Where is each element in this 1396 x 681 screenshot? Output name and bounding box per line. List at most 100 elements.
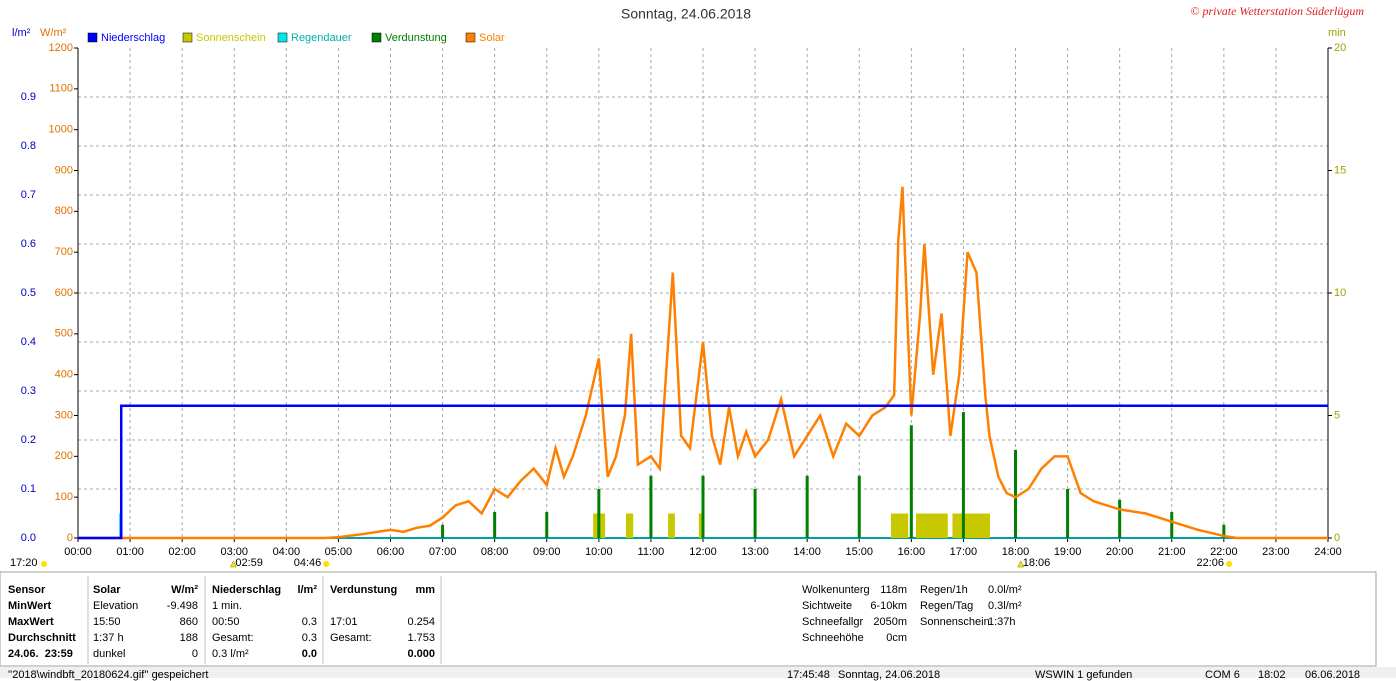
stat-text: 1 min. [212,600,242,612]
block-unit: l/m² [297,584,317,596]
stat-text: 860 [179,616,198,628]
y2-tick-label: 5 [1334,409,1340,421]
impulse-bar [597,489,601,538]
y-tick-label: 0.3 [21,385,36,397]
legend-label: Solar [479,32,505,44]
stat-text: Schneefallgr [802,616,864,628]
block-title: Verdunstung [330,584,398,596]
y-tick-label: 0.1 [21,483,36,495]
x-tick-label: 06:00 [377,546,405,558]
stat-text: Sichtweite [802,600,853,612]
stat-text: 188 [179,632,198,644]
stat-text: 118m [880,584,907,596]
status-text: 06.06.2018 [1305,669,1361,681]
x-tick-label: 19:00 [1054,546,1082,558]
duration-bar [916,513,948,538]
y-tick-label: 0.7 [21,189,36,201]
y-tick-label: 0.9 [21,91,36,103]
y-tick-label: 0.6 [21,238,36,250]
copyright: © private Wetterstation Süderlügum [1190,4,1364,18]
y2-tick-label: 0 [1334,532,1340,544]
stat-text: Gesamt: [212,632,254,644]
duration-bar [625,513,634,538]
series-line [78,186,1328,540]
sensor-label: 24.06. 23:59 [8,648,73,660]
status-text: 17:45:48 [787,669,830,681]
sun-marker [1017,560,1025,568]
stat-text: 0.3l/m² [988,600,1022,612]
impulse-bar [961,412,965,538]
sensor-label: MinWert [8,600,52,612]
impulse-bar [909,425,913,538]
x-tick-label: 22:00 [1210,546,1238,558]
legend-label: Verdunstung [385,32,447,44]
x-tick-label: 14:00 [793,546,821,558]
sensor-label: Durchschnitt [8,632,76,644]
stat-text: 0.3 [301,616,317,628]
stat-text: 00:50 [212,616,240,628]
duration-bar [891,513,909,538]
sun-marker [229,560,237,568]
sun-marker [1226,561,1233,567]
stats-panel [0,571,1377,667]
status-text: Sonntag, 24.06.2018 [838,669,941,681]
y3-tick-label: 400 [55,369,73,381]
impulse-bar [753,489,757,538]
impulse-bar [493,512,497,538]
impulse-bar [649,475,653,538]
impulse-bar [1066,489,1070,538]
x-tick-label: 15:00 [845,546,873,558]
legend-swatch [371,32,382,43]
status-bar [0,667,1396,678]
impulse-bar [1222,524,1226,538]
y-tick-label: 0.5 [21,287,36,299]
y3-tick-label: 300 [55,409,73,421]
legend-swatch [182,32,193,43]
x-tick-label: 17:00 [950,546,978,558]
corner-dot [41,561,47,567]
series-line [78,404,1328,540]
block-unit: W/m² [171,584,198,596]
x-tick-label: 13:00 [741,546,769,558]
legend-swatch [87,32,98,43]
stat-text: 0.0l/m² [988,584,1022,596]
x-tick-label: 16:00 [898,546,926,558]
x-tick-label: 20:00 [1106,546,1134,558]
status-text: ''2018\windbft_20180624.gif'' gespeicher… [8,669,209,681]
stat-text: 1:37h [988,616,1016,628]
stat-text: Wolkenunterg [802,584,870,596]
x-tick-label: 01:00 [116,546,144,558]
stat-text: Regen/1h [920,584,968,596]
impulse-bar [1118,499,1122,538]
y3-tick-label: 1100 [49,83,73,95]
marker-label: 18:06 [1023,557,1051,569]
x-tick-label: 12:00 [689,546,717,558]
impulse-bar [805,475,809,538]
impulse-bar [701,475,705,538]
stat-text: 0cm [886,632,907,644]
sensor-label: MaxWert [8,616,54,628]
stat-text: dunkel [93,648,126,660]
x-tick-label: 02:00 [168,546,196,558]
y-tick-label: 0.2 [21,434,36,446]
stat-text: 1:37 h [93,632,124,644]
x-tick-label: 07:00 [429,546,457,558]
impulse-bar [1170,512,1174,538]
x-tick-label: 10:00 [585,546,613,558]
stat-text: 2050m [873,616,907,628]
stat-text: Gesamt: [330,632,372,644]
y3-tick-label: 800 [55,205,73,217]
y3-tick-label: 0 [67,532,73,544]
y3-tick-label: 700 [55,246,73,258]
x-tick-label: 24:00 [1314,546,1342,558]
marker-label: 02:59 [235,557,263,569]
stat-text: 0 [191,648,198,660]
y2-tick-label: 10 [1334,287,1346,299]
chart-title: Sonntag, 24.06.2018 [621,6,751,22]
legend-label: Niederschlag [101,32,165,44]
stat-text: Schneehöhe [802,632,864,644]
y-axis-unit: l/m² [12,27,31,39]
y2-tick-label: 20 [1334,42,1346,54]
y-tick-label: 0.8 [21,140,36,152]
